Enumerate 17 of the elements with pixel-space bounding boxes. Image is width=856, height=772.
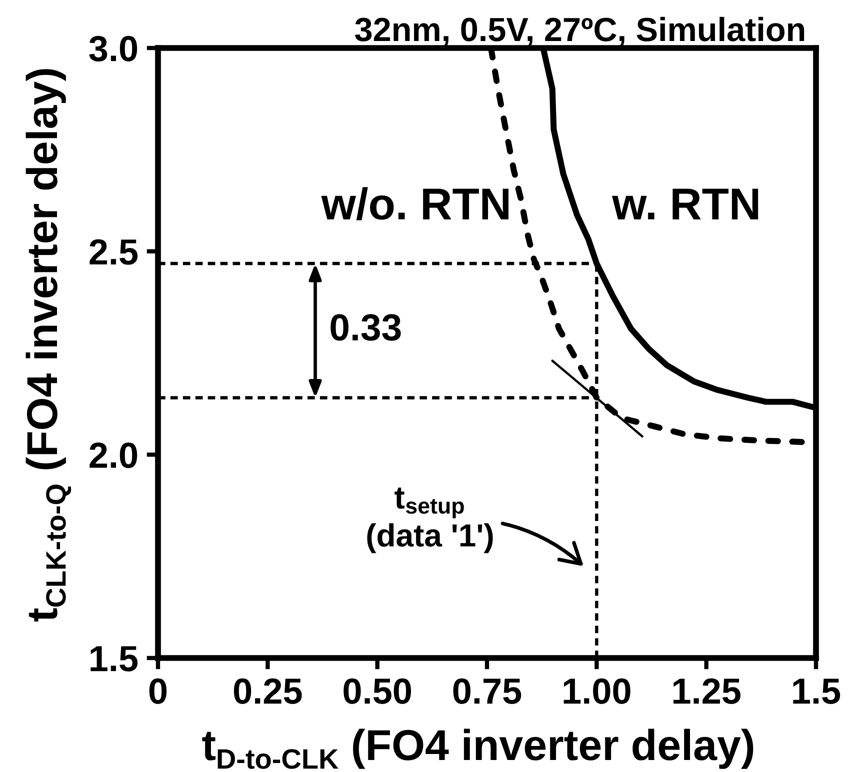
x-tick-label: 0.75 bbox=[453, 678, 522, 704]
y-tick-label: 3.0 bbox=[89, 36, 138, 62]
x-tick-label: 0 bbox=[149, 678, 167, 704]
x-tick-label: 1.5 bbox=[793, 678, 840, 704]
x-tick-label: 0.25 bbox=[234, 678, 302, 704]
series-label: w. RTN bbox=[612, 188, 758, 220]
y-tick-label: 1.5 bbox=[90, 646, 138, 672]
y-axis-title: tCLK-to-Q (FO4 inverter delay) bbox=[26, 69, 72, 622]
x-tick-label: 1.25 bbox=[673, 678, 740, 704]
x-tick-label: 1.00 bbox=[564, 678, 630, 704]
chart-title: 32nm, 0.5V, 27ºC, Simulation bbox=[355, 16, 804, 46]
x-tick-label: 0.50 bbox=[344, 678, 411, 704]
y-tick-label: 2.0 bbox=[90, 442, 138, 468]
annotation: 0.33 bbox=[330, 314, 401, 341]
y-tick-label: 2.5 bbox=[90, 239, 138, 265]
series-label: w/o. RTN bbox=[321, 187, 508, 220]
annotation: t$_{setup}$ (data '1') bbox=[367, 488, 493, 554]
